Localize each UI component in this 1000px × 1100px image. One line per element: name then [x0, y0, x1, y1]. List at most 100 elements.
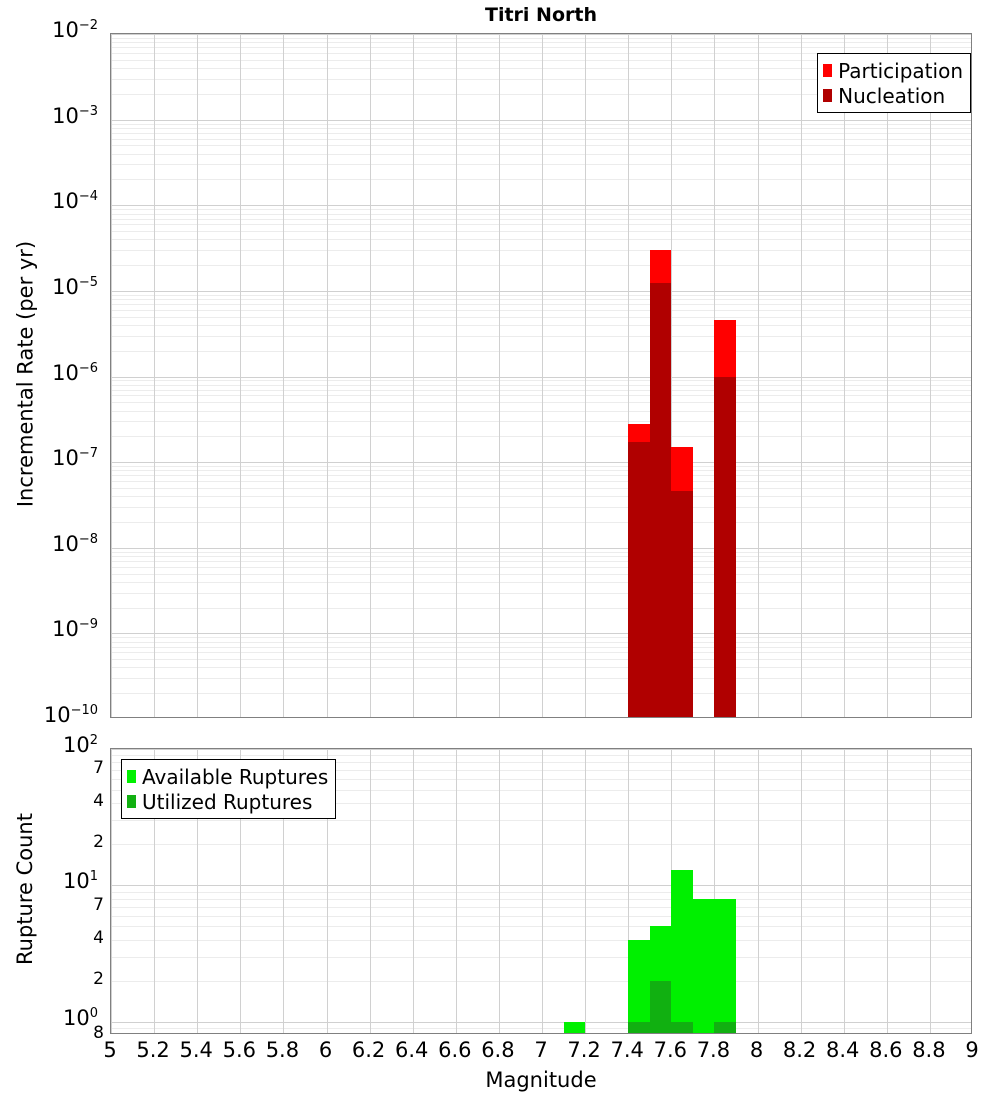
x-tick-label: 6: [318, 1038, 333, 1062]
incremental-rate-plot: [110, 33, 972, 718]
gridline-major: [111, 885, 971, 886]
y-tick-label-minor: 4: [93, 927, 104, 948]
y-tick-label: 10−3: [52, 103, 98, 128]
gridline-vertical: [930, 34, 931, 717]
gridline-vertical: [758, 34, 759, 717]
gridline-vertical: [930, 749, 931, 1033]
gridline-minor: [111, 582, 971, 583]
gridline-vertical: [628, 34, 629, 717]
gridline-vertical: [240, 34, 241, 717]
gridline-minor: [111, 209, 971, 210]
gridline-minor: [111, 659, 971, 660]
gridline-minor: [111, 395, 971, 396]
gridline-vertical: [327, 749, 328, 1033]
gridline-minor: [111, 128, 971, 129]
y-tick-label-minor: 7: [93, 894, 104, 915]
rupture-count-plot: Available Ruptures Utilized Ruptures: [110, 748, 972, 1034]
gridline-vertical: [413, 34, 414, 717]
gridline-minor: [111, 304, 971, 305]
gridline-minor: [111, 567, 971, 568]
gridline-minor: [111, 907, 971, 908]
gridline-vertical: [542, 34, 543, 717]
top-legend-item: Participation: [823, 58, 963, 83]
gridline-minor: [111, 179, 971, 180]
gridline-minor: [111, 224, 971, 225]
gridline-minor: [111, 899, 971, 900]
gridline-minor: [111, 496, 971, 497]
bar-available-ruptures: [692, 898, 715, 1033]
gridline-vertical: [542, 749, 543, 1033]
gridline-minor: [111, 552, 971, 553]
x-tick-label: 5.4: [179, 1038, 213, 1062]
gridline-minor: [111, 68, 971, 69]
gridline-minor: [111, 380, 971, 381]
gridline-minor: [111, 214, 971, 215]
x-tick-label: 7.6: [653, 1038, 687, 1062]
gridline-minor: [111, 762, 971, 763]
gridline-major: [111, 633, 971, 634]
x-tick-label: 7.8: [696, 1038, 731, 1062]
x-tick-label: 5: [103, 1038, 117, 1062]
page-title: Titri North: [485, 4, 597, 26]
gridline-vertical: [499, 34, 500, 717]
gridline-minor: [111, 154, 971, 155]
gridline-minor: [111, 981, 971, 982]
gridline-minor: [111, 421, 971, 422]
y-tick-label-minor: 4: [93, 791, 104, 812]
gridline-minor: [111, 608, 971, 609]
gridline-minor: [111, 351, 971, 352]
gridline-minor: [111, 693, 971, 694]
gridline-minor: [111, 556, 971, 557]
legend-swatch-icon: [823, 89, 833, 102]
gridline-minor: [111, 1028, 971, 1029]
bottom-legend: Available Ruptures Utilized Ruptures: [121, 759, 337, 819]
gridline-minor: [111, 779, 971, 780]
gridline-minor: [111, 139, 971, 140]
gridline-vertical: [887, 749, 888, 1033]
gridline-vertical: [197, 749, 198, 1033]
gridline-minor: [111, 642, 971, 643]
gridline-minor: [111, 574, 971, 575]
legend-label: Available Ruptures: [142, 764, 329, 789]
gridline-vertical: [887, 34, 888, 717]
gridline-minor: [111, 250, 971, 251]
gridline-vertical: [628, 749, 629, 1033]
x-tick-label: 9: [965, 1038, 979, 1062]
y-tick-label-minor: 8: [93, 1023, 104, 1043]
gridline-minor: [111, 667, 971, 668]
legend-label: Participation: [838, 58, 963, 83]
gridline-minor: [111, 637, 971, 638]
gridline-minor: [111, 926, 971, 927]
gridline-major: [111, 377, 971, 378]
gridline-major: [111, 205, 971, 206]
gridline-minor: [111, 317, 971, 318]
gridline-minor: [111, 164, 971, 165]
x-tick-label: 7: [534, 1038, 548, 1062]
bar-utilized-ruptures: [714, 1021, 736, 1033]
gridline-minor: [111, 466, 971, 467]
gridline-vertical: [370, 34, 371, 717]
gridline-major: [111, 34, 971, 35]
gridline-vertical: [197, 34, 198, 717]
gridline-minor: [111, 678, 971, 679]
gridline-vertical: [283, 34, 284, 717]
gridline-minor: [111, 470, 971, 471]
x-tick-label: 8: [749, 1038, 764, 1062]
gridline-vertical: [413, 749, 414, 1033]
y-tick-label: 100: [62, 1005, 98, 1030]
y-tick-label: 10−9: [52, 617, 98, 642]
y-tick-label-minor: 2: [93, 832, 104, 853]
gridline-vertical: [154, 34, 155, 717]
top-legend: Participation Nucleation: [817, 53, 971, 113]
bar-available-ruptures: [563, 1021, 586, 1033]
gridline-minor: [111, 94, 971, 95]
x-tick-label: 5.2: [136, 1038, 170, 1062]
x-axis-label: Magnitude: [485, 1068, 597, 1092]
gridline-vertical: [585, 34, 586, 717]
bottom-legend-item: Available Ruptures: [127, 764, 328, 789]
gridline-vertical: [370, 749, 371, 1033]
x-tick-label: 8.8: [912, 1038, 946, 1062]
gridline-vertical: [714, 749, 715, 1033]
gridline-major: [111, 120, 971, 121]
gridline-vertical: [456, 749, 457, 1033]
